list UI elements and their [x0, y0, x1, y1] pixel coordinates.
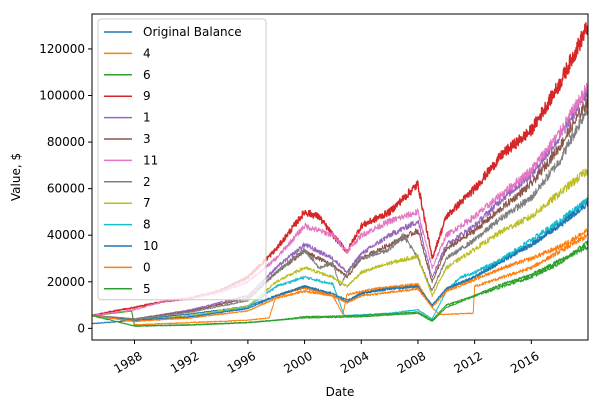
x-axis-label: Date: [326, 385, 355, 399]
y-tick-label-2: 40000: [47, 228, 85, 242]
legend-label-0: Original Balance: [143, 25, 242, 39]
legend: Original Balance 4 6 9 1 3 11 2 7 8 10 0 5: [97, 18, 267, 301]
legend-label-8: 7: [143, 196, 151, 210]
y-tick-label-3: 60000: [47, 182, 85, 196]
legend-label-1: 4: [143, 46, 151, 60]
legend-label-10: 10: [143, 239, 158, 253]
y-tick-label-4: 80000: [47, 135, 85, 149]
legend-box: [97, 18, 267, 301]
y-tick-label-0: 0: [77, 321, 85, 335]
plot-frame: [91, 13, 589, 341]
legend-label-7: 2: [143, 175, 151, 189]
series-line-7: [92, 107, 588, 320]
legend-label-11: 0: [143, 260, 151, 274]
x-tick-label-1: 1992: [168, 349, 201, 376]
y-tick-label-5: 100000: [39, 89, 85, 103]
x-axis: 1988 1992 1996 2000 2004 2008 2012 2016: [111, 340, 542, 376]
x-tick-label-5: 2008: [395, 349, 428, 376]
x-tick-label-0: 1988: [111, 349, 144, 376]
legend-label-2: 6: [143, 68, 151, 82]
legend-label-3: 9: [143, 89, 151, 103]
legend-label-6: 11: [143, 153, 158, 167]
x-tick-label-4: 2004: [338, 349, 371, 376]
series-line-1: [92, 232, 588, 326]
y-axis: 0 20000 40000 60000 80000 100000 120000: [39, 42, 92, 335]
legend-label-12: 5: [143, 282, 151, 296]
y-tick-label-6: 120000: [39, 42, 85, 56]
x-tick-label-6: 2012: [451, 349, 484, 376]
legend-label-5: 3: [143, 132, 151, 146]
y-tick-label-1: 20000: [47, 275, 85, 289]
plot-lines: [92, 22, 588, 327]
series-line-11: [92, 228, 588, 323]
series-line-12: [92, 245, 588, 327]
legend-label-4: 1: [143, 111, 151, 125]
x-tick-label-2: 1996: [225, 349, 258, 376]
x-tick-label-3: 2000: [281, 349, 314, 376]
legend-label-9: 8: [143, 218, 151, 232]
x-tick-label-7: 2016: [508, 349, 541, 376]
y-axis-label: Value, $: [9, 153, 23, 201]
series-line-4: [92, 86, 588, 320]
series-line-8: [92, 168, 588, 322]
